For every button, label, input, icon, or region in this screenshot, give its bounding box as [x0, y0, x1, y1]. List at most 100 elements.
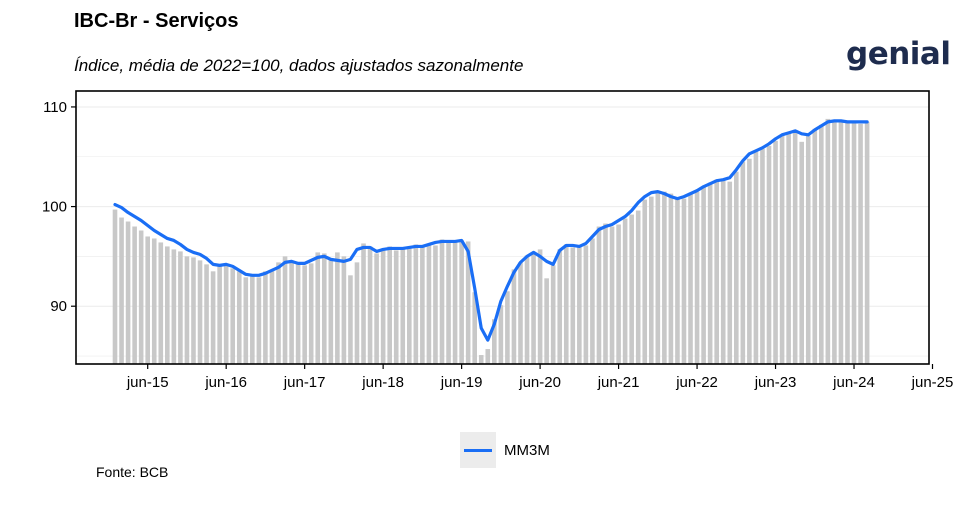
series-line-mm3m	[113, 119, 869, 342]
bar	[603, 223, 608, 364]
bar	[151, 238, 157, 364]
x-tick-label: jun-17	[283, 374, 326, 391]
bar	[380, 248, 386, 364]
axis-layer: 90 100 110 jun-15 jun-16 jun-17 jun-18 jun-19 ju…	[42, 90, 954, 391]
bar	[132, 226, 137, 364]
bar	[282, 256, 288, 364]
bar	[563, 244, 569, 364]
bar	[838, 121, 844, 364]
bar	[335, 252, 340, 364]
bar	[341, 256, 347, 364]
bar	[302, 265, 307, 364]
bar	[269, 270, 275, 364]
bar	[138, 230, 144, 364]
bar	[760, 148, 765, 364]
bar	[426, 245, 432, 364]
bar	[550, 265, 556, 364]
bar	[230, 268, 236, 364]
bar	[223, 265, 229, 364]
bar	[851, 121, 857, 364]
bar	[263, 271, 268, 364]
bar	[485, 349, 491, 364]
bar	[420, 246, 425, 364]
bar	[400, 248, 406, 364]
bar	[511, 269, 517, 364]
bar	[119, 217, 124, 364]
bar	[701, 186, 706, 364]
bar	[688, 193, 693, 364]
bar	[354, 262, 360, 364]
bar	[518, 262, 523, 364]
y-tick-label: 110	[43, 99, 67, 116]
bar	[524, 255, 530, 364]
bar	[433, 245, 438, 364]
bar	[668, 193, 674, 364]
bar	[681, 198, 687, 364]
bar	[197, 260, 203, 364]
chart-area: 90 100 110 jun-15 jun-16 jun-17 jun-18 jun-19 ju…	[42, 90, 954, 391]
bar	[236, 271, 242, 364]
bar	[734, 171, 739, 364]
bar	[622, 218, 628, 364]
bar	[845, 122, 850, 364]
bar	[210, 271, 216, 364]
bar	[662, 191, 667, 364]
bar	[295, 262, 301, 364]
panel-border	[75, 90, 930, 365]
x-tick-label: jun-20	[518, 374, 561, 391]
bar	[184, 256, 190, 364]
bar	[773, 140, 778, 364]
bar	[531, 254, 536, 364]
x-tick-label: jun-19	[440, 374, 483, 391]
x-tick-label: jun-16	[204, 374, 247, 391]
x-tick-label: jun-23	[754, 374, 797, 391]
bar	[583, 245, 589, 364]
chart-subtitle: Índice, média de 2022=100, dados ajustad…	[74, 56, 524, 75]
bar	[452, 242, 458, 364]
bar	[635, 210, 641, 364]
legend-label-mm3m: MM3M	[504, 441, 550, 459]
bar	[720, 178, 726, 364]
bar	[361, 243, 366, 364]
x-tick-label: jun-24	[832, 374, 875, 391]
bar	[191, 257, 196, 364]
x-tick-label: jun-21	[597, 374, 640, 391]
line-layer	[113, 119, 869, 342]
bar	[786, 132, 791, 364]
bar	[492, 319, 497, 364]
bar	[315, 252, 321, 364]
bar	[321, 253, 327, 364]
bar	[465, 241, 471, 364]
bar	[145, 236, 150, 364]
bar	[858, 123, 863, 364]
bar	[747, 158, 752, 364]
bar	[864, 121, 870, 364]
bar	[308, 263, 314, 364]
bar	[374, 253, 379, 364]
source-note: Fonte: BCB	[96, 464, 169, 480]
x-tick-label: jun-18	[361, 374, 404, 391]
bar	[217, 264, 222, 364]
bar	[498, 305, 504, 364]
bar	[165, 246, 170, 364]
bar	[407, 247, 412, 364]
bar	[753, 151, 759, 364]
bar	[413, 244, 419, 364]
legend-key-mm3m	[460, 432, 496, 468]
bar	[694, 191, 700, 364]
bar	[577, 245, 582, 364]
bar	[393, 250, 399, 364]
bar	[714, 179, 719, 364]
bar	[478, 355, 484, 364]
bar	[570, 247, 576, 364]
bar	[289, 260, 294, 364]
bar	[812, 128, 818, 364]
bar	[171, 249, 177, 364]
bar	[766, 145, 772, 364]
legend: MM3M	[460, 432, 550, 468]
bar	[348, 275, 353, 364]
x-tick-label: jun-25	[911, 374, 954, 391]
bar	[204, 264, 209, 364]
bar	[328, 258, 334, 364]
bar	[472, 292, 477, 364]
